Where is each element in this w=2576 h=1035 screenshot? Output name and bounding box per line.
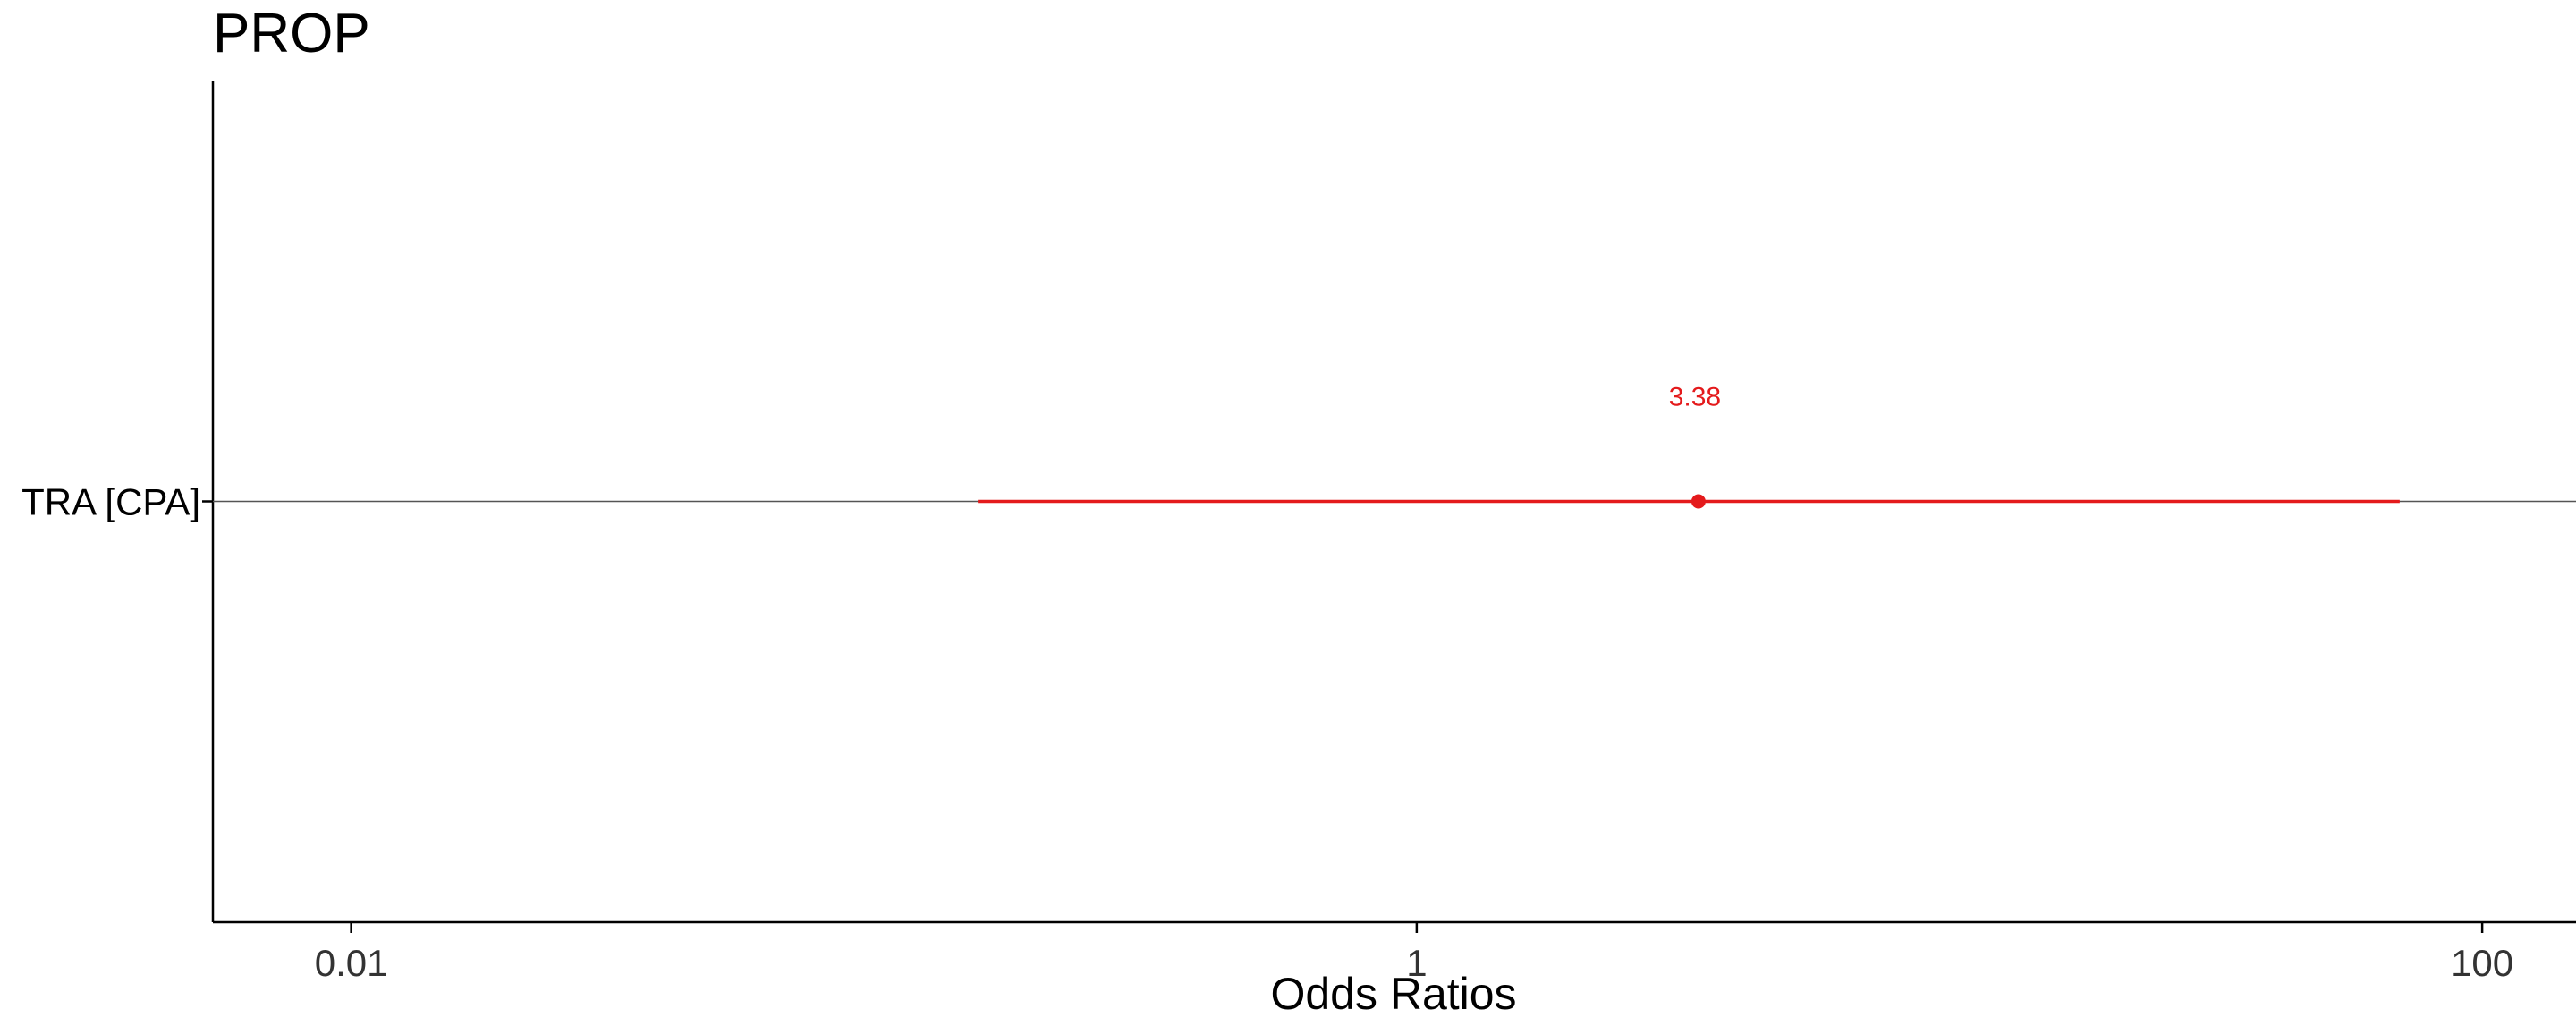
plot-marks: 3.38	[978, 383, 2400, 509]
axes: 0.01 1 100 TRA [CPA]	[21, 81, 2576, 984]
x-tick-label: 0.01	[315, 942, 388, 984]
x-tick-label: 1	[1406, 942, 1427, 984]
estimate-label: 3.38	[1669, 383, 1721, 412]
x-axis-label: Odds Ratios	[1270, 969, 1516, 1019]
x-tick-label: 100	[2451, 942, 2513, 984]
chart-title: PROP	[213, 3, 370, 64]
estimate-point	[1690, 494, 1706, 509]
y-tick-label: TRA [CPA]	[21, 481, 200, 523]
